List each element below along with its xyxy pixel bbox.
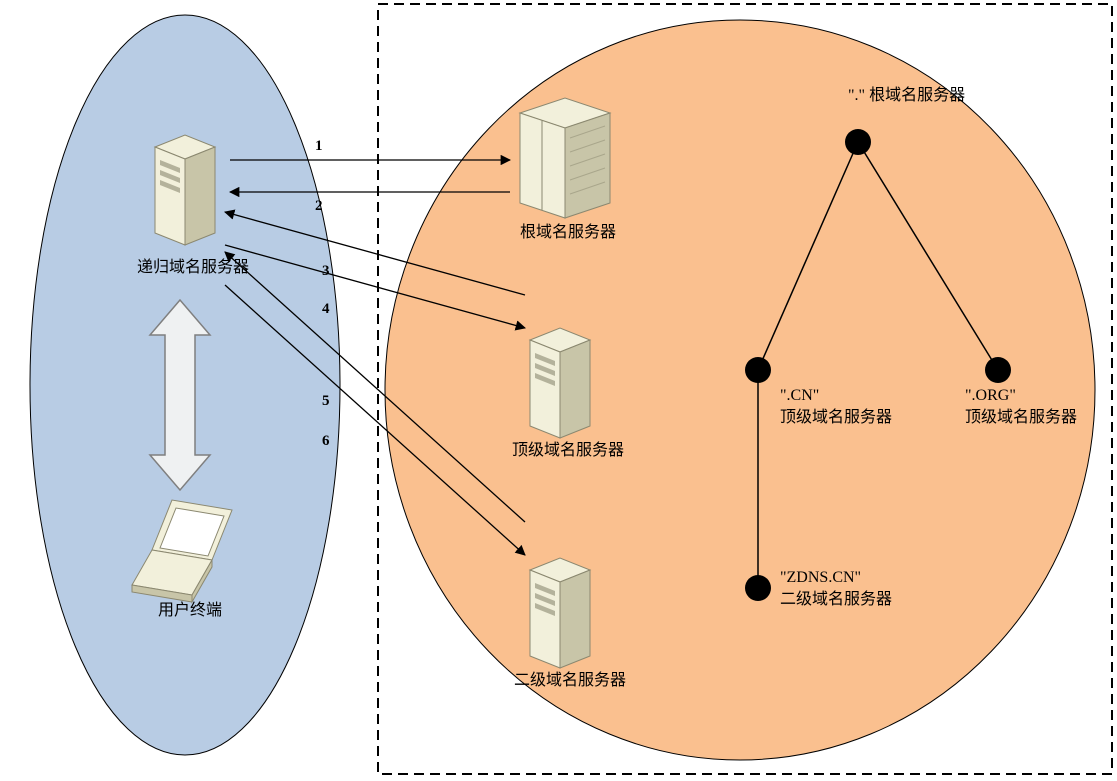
root-server-icon bbox=[520, 98, 610, 218]
tree-node-zdns bbox=[745, 575, 771, 601]
tree-node-org bbox=[985, 357, 1011, 383]
tree-label-cn-1: ".CN" bbox=[780, 387, 819, 404]
query-step-number: 1 bbox=[315, 138, 323, 154]
query-step-number: 2 bbox=[315, 198, 323, 214]
recursive-label: 递归域名服务器 bbox=[137, 258, 249, 276]
second-label: 二级域名服务器 bbox=[514, 671, 626, 689]
tree-label-org-1: ".ORG" bbox=[965, 387, 1016, 404]
tree-label-zdns-2: 二级域名服务器 bbox=[780, 590, 892, 608]
laptop-label: 用户终端 bbox=[158, 601, 222, 619]
tree-label-org-2: 顶级域名服务器 bbox=[965, 408, 1077, 426]
tld-label: 顶级域名服务器 bbox=[512, 441, 624, 459]
second-level-server-icon bbox=[530, 558, 590, 668]
query-step-number: 5 bbox=[322, 393, 330, 409]
query-step-number: 3 bbox=[322, 263, 330, 279]
tld-server-icon bbox=[530, 328, 590, 438]
tree-node-root bbox=[845, 129, 871, 155]
tree-label-zdns-1: "ZDNS.CN" bbox=[780, 569, 861, 586]
tree-label-root: "." 根域名服务器 bbox=[848, 86, 965, 104]
query-step-number: 4 bbox=[322, 301, 330, 317]
recursive-server-icon bbox=[155, 135, 215, 245]
tree-node-cn bbox=[745, 357, 771, 383]
query-step-number: 6 bbox=[322, 433, 330, 449]
tree-label-cn-2: 顶级域名服务器 bbox=[780, 408, 892, 426]
root-label: 根域名服务器 bbox=[520, 223, 616, 241]
